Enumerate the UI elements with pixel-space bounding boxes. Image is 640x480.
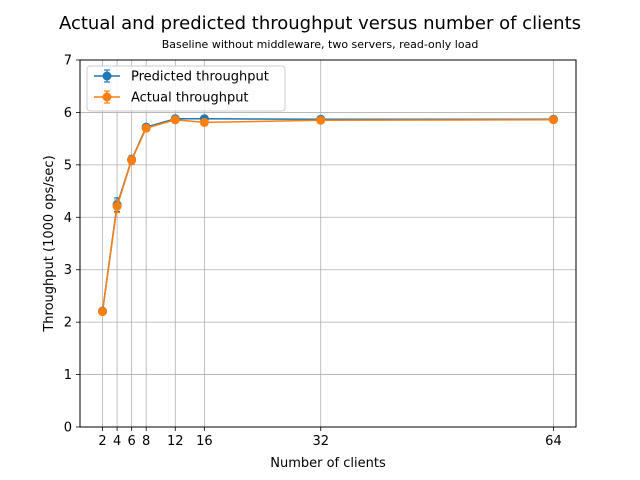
x-tick-label: 4 [113, 434, 121, 449]
y-tick-label: 7 [64, 54, 72, 69]
data-point [316, 115, 326, 125]
legend-label: Actual throughput [131, 91, 249, 106]
series-predicted [98, 114, 558, 316]
x-tick-label: 12 [167, 434, 184, 449]
y-tick-label: 1 [64, 368, 72, 383]
x-tick-label: 32 [312, 434, 329, 449]
data-point [141, 123, 151, 133]
x-tick-label: 64 [545, 434, 562, 449]
legend-item: Predicted throughput [94, 69, 269, 85]
y-tick-label: 6 [64, 106, 72, 121]
data-point [98, 307, 108, 317]
y-tick-label: 0 [64, 421, 72, 436]
plot-frame [79, 59, 577, 428]
y-tick-label: 5 [64, 158, 72, 173]
data-point [112, 201, 122, 211]
legend-marker [102, 71, 112, 81]
series-layer [98, 114, 558, 317]
x-tick-label: 8 [142, 434, 150, 449]
y-tick-label: 4 [64, 211, 72, 226]
legend: Predicted throughput Actual throughput [86, 65, 286, 112]
series-actual [98, 115, 558, 317]
x-tick-label: 16 [196, 434, 213, 449]
legend-box [86, 65, 286, 112]
chart-subtitle: Baseline without middleware, two servers… [162, 38, 479, 51]
data-point [199, 117, 209, 127]
series-line [101, 117, 554, 312]
legend-item: Actual throughput [94, 90, 249, 106]
data-point [127, 155, 137, 165]
x-tick-label: 2 [98, 434, 106, 449]
chart-title: Actual and predicted throughput versus n… [59, 13, 581, 34]
legend-marker [102, 92, 112, 102]
y-axis-label: Throughput (1000 ops/sec) [42, 155, 57, 332]
legend-label: Predicted throughput [131, 70, 269, 85]
grid [80, 60, 576, 427]
y-tick-label: 3 [64, 263, 72, 278]
series-line [101, 119, 554, 312]
data-point [548, 115, 558, 125]
x-tick-label: 6 [127, 434, 135, 449]
x-axis-label: Number of clients [270, 456, 386, 471]
y-tick-label: 2 [64, 316, 72, 331]
data-point [170, 115, 180, 125]
